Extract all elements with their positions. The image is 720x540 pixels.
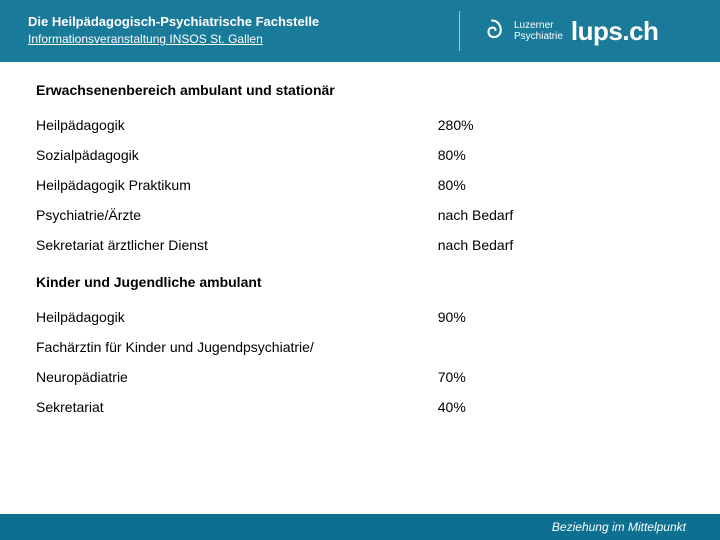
slide-footer: Beziehung im Mittelpunkt xyxy=(0,514,720,540)
row-value xyxy=(438,332,684,362)
table-row: Sekretariat ärztlicher Dienst nach Bedar… xyxy=(36,230,684,260)
slide-content: Erwachsenenbereich ambulant und stationä… xyxy=(0,62,720,422)
row-value: 90% xyxy=(438,302,684,332)
section-heading: Erwachsenenbereich ambulant und stationä… xyxy=(36,82,684,110)
row-label: Heilpädagogik xyxy=(36,302,438,332)
slide-header: Die Heilpädagogisch-Psychiatrische Fachs… xyxy=(0,0,720,62)
row-value: 280% xyxy=(438,110,684,140)
row-value: 80% xyxy=(438,140,684,170)
row-value: 40% xyxy=(438,392,684,422)
table-section-heading-row: Erwachsenenbereich ambulant und stationä… xyxy=(36,82,684,110)
row-value: 80% xyxy=(438,170,684,200)
row-label: Psychiatrie/Ärzte xyxy=(36,200,438,230)
row-label: Sozialpädagogik xyxy=(36,140,438,170)
staffing-table: Erwachsenenbereich ambulant und stationä… xyxy=(36,82,684,422)
row-value: nach Bedarf xyxy=(438,230,684,260)
row-label: Neuropädiatrie xyxy=(36,362,438,392)
header-title: Die Heilpädagogisch-Psychiatrische Fachs… xyxy=(28,14,429,31)
header-left: Die Heilpädagogisch-Psychiatrische Fachs… xyxy=(0,4,429,57)
row-label: Sekretariat xyxy=(36,392,438,422)
header-brand-block: Luzerner Psychiatrie lups.ch xyxy=(460,16,720,47)
row-value: nach Bedarf xyxy=(438,200,684,230)
table-row: Heilpädagogik 90% xyxy=(36,302,684,332)
table-row: Heilpädagogik 280% xyxy=(36,110,684,140)
row-label: Fachärztin für Kinder und Jugendpsychiat… xyxy=(36,332,438,362)
row-value: 70% xyxy=(438,362,684,392)
row-label: Heilpädagogik Praktikum xyxy=(36,170,438,200)
table-row: Sozialpädagogik 80% xyxy=(36,140,684,170)
table-row: Heilpädagogik Praktikum 80% xyxy=(36,170,684,200)
brand-line2: Psychiatrie xyxy=(514,31,563,42)
table-row: Neuropädiatrie 70% xyxy=(36,362,684,392)
row-label: Sekretariat ärztlicher Dienst xyxy=(36,230,438,260)
brand-logo-text: lups.ch xyxy=(571,16,659,47)
header-subtitle: Informationsveranstaltung INSOS St. Gall… xyxy=(28,32,429,48)
table-row: Sekretariat 40% xyxy=(36,392,684,422)
brand-small-text: Luzerner Psychiatrie xyxy=(514,20,563,42)
row-label: Heilpädagogik xyxy=(36,110,438,140)
brand-line1: Luzerner xyxy=(514,20,563,31)
section-heading: Kinder und Jugendliche ambulant xyxy=(36,260,684,302)
footer-tagline: Beziehung im Mittelpunkt xyxy=(552,520,686,534)
header-divider xyxy=(459,11,460,51)
brand-swirl-icon xyxy=(478,17,506,45)
table-row: Psychiatrie/Ärzte nach Bedarf xyxy=(36,200,684,230)
table-row: Fachärztin für Kinder und Jugendpsychiat… xyxy=(36,332,684,362)
table-section-heading-row: Kinder und Jugendliche ambulant xyxy=(36,260,684,302)
